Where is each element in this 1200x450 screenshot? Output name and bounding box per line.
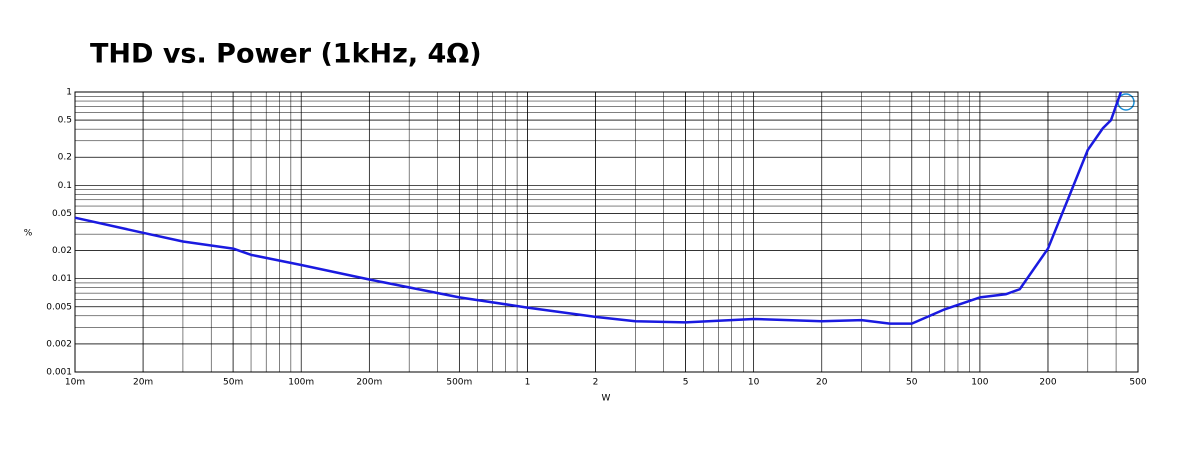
x-tick-label: 100m <box>288 378 314 388</box>
x-tick-label: 20 <box>816 378 828 388</box>
y-tick-label: 1 <box>66 88 72 98</box>
x-axis-label: W <box>602 394 611 404</box>
y-tick-label: 0.002 <box>46 339 72 349</box>
y-tick-label: 0.02 <box>52 246 72 256</box>
y-tick-label: 0.1 <box>58 181 72 191</box>
chart-title: THD vs. Power (1kHz, 4Ω) <box>90 39 482 70</box>
x-tick-label: 500m <box>446 378 472 388</box>
data-line <box>74 91 1123 325</box>
x-tick-label: 50m <box>223 378 243 388</box>
x-tick-label: 200m <box>356 378 382 388</box>
y-tick-label: 0.01 <box>52 274 72 284</box>
plot-frame <box>74 91 1139 373</box>
x-tick-label: 10 <box>748 378 760 388</box>
x-tick-label: 100 <box>971 378 988 388</box>
y-tick-label: 0.001 <box>46 368 72 378</box>
x-tick-label: 500 <box>1129 378 1146 388</box>
x-tick-label: 2 <box>593 378 599 388</box>
y-tick-label: 0.05 <box>52 209 72 219</box>
x-tick-label: 200 <box>1039 378 1056 388</box>
x-tick-label: 1 <box>525 378 531 388</box>
x-tick-label: 5 <box>683 378 689 388</box>
y-axis-label: % <box>24 229 33 239</box>
y-tick-label: 0.005 <box>46 302 72 312</box>
y-tick-label: 0.2 <box>58 153 72 163</box>
x-tick-label: 50 <box>906 378 918 388</box>
x-tick-label: 10m <box>65 378 85 388</box>
y-tick-label: 0.5 <box>58 116 72 126</box>
x-tick-label: 20m <box>133 378 153 388</box>
